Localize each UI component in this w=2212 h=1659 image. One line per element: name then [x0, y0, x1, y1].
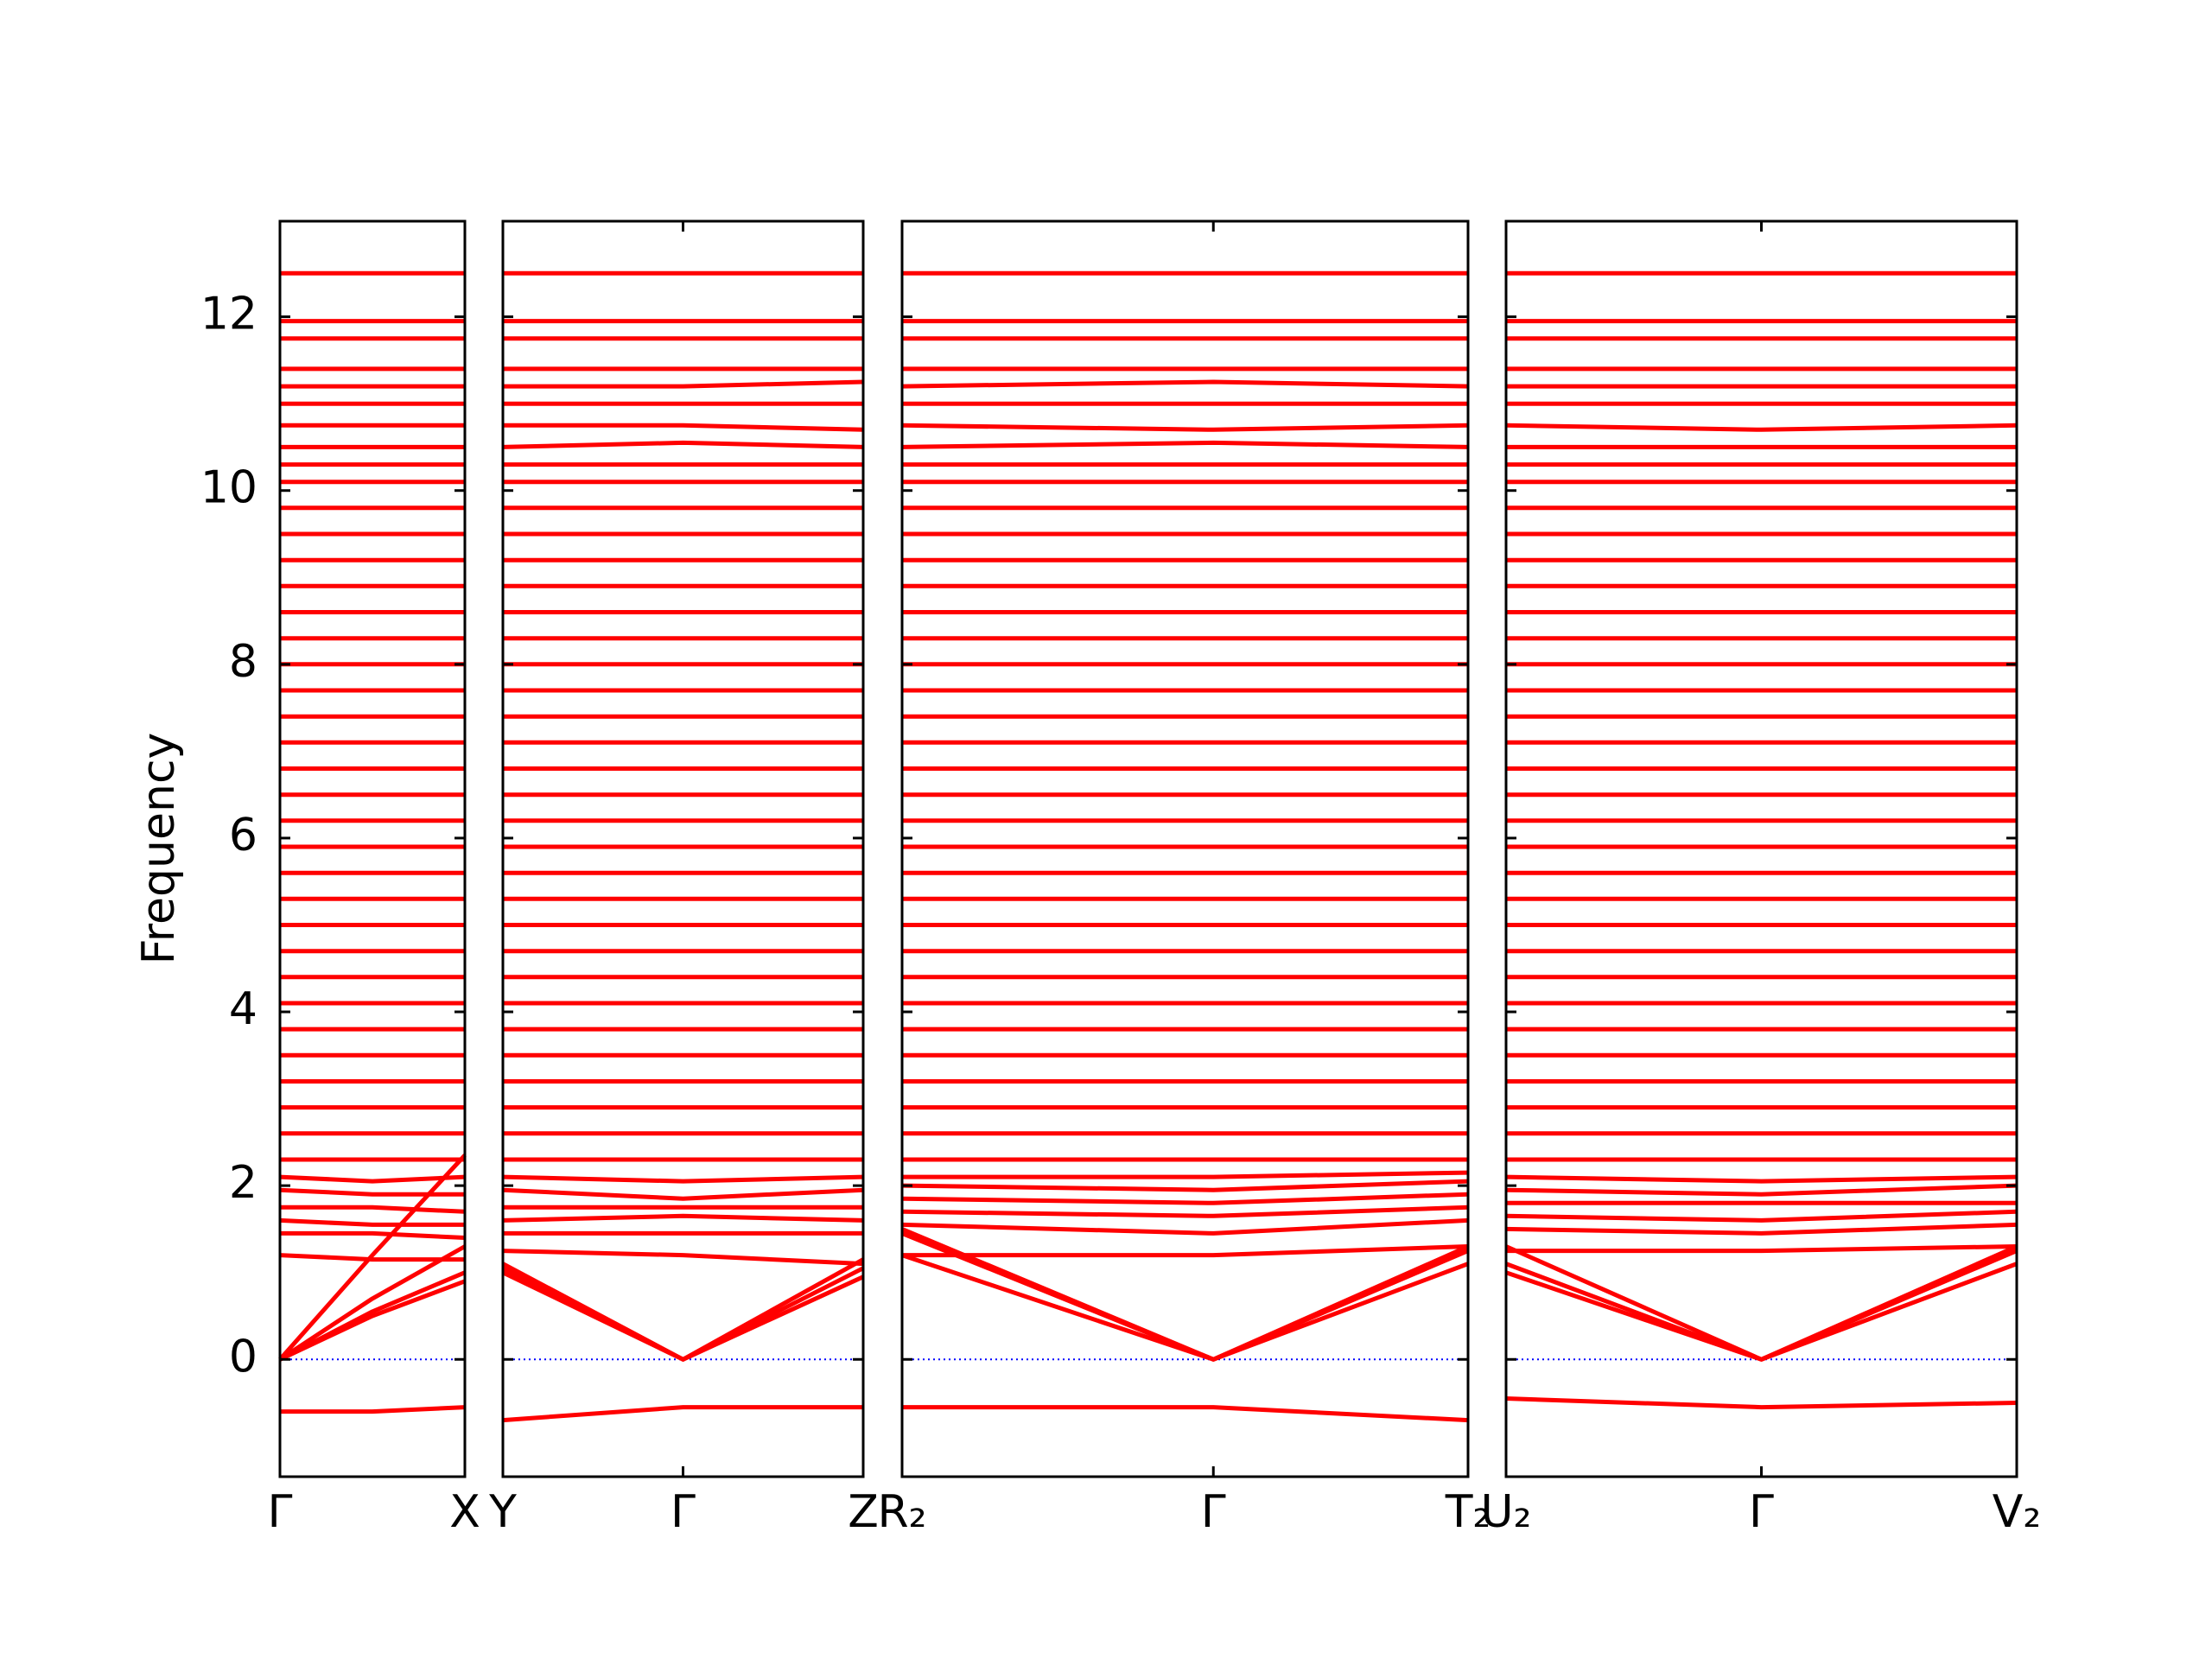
band — [901, 423, 1469, 432]
band — [1505, 1183, 2018, 1197]
x-tick-label: Γ — [1201, 1486, 1226, 1538]
band — [502, 1213, 864, 1223]
band — [501, 1257, 865, 1362]
panel-frame — [501, 219, 865, 1478]
band — [1505, 1244, 2018, 1362]
band — [901, 1205, 1469, 1218]
band — [901, 1192, 1469, 1205]
band — [901, 440, 1469, 449]
band — [279, 1187, 465, 1197]
y-tick-label: 8 — [229, 636, 257, 688]
x-tick-label: Z — [848, 1486, 879, 1538]
band — [501, 1270, 865, 1362]
panel-frame — [278, 219, 467, 1478]
band — [1505, 1209, 2018, 1223]
band — [901, 379, 1469, 389]
band — [1505, 1222, 2018, 1236]
band — [280, 1205, 466, 1214]
y-axis-label: Frequency — [133, 733, 185, 965]
y-tick-label: 6 — [229, 810, 257, 861]
band — [279, 1253, 465, 1262]
y-tick-label: 0 — [229, 1331, 257, 1382]
x-tick-label: T₂ — [1445, 1486, 1491, 1538]
x-tick-label: Γ — [268, 1486, 293, 1538]
band — [1505, 1174, 2018, 1184]
panel-frame — [900, 219, 1470, 1478]
band — [279, 1217, 465, 1227]
y-tick-label: 4 — [229, 983, 257, 1035]
band — [901, 1179, 1469, 1192]
y-tick-label: 2 — [229, 1157, 257, 1209]
band — [279, 1174, 466, 1184]
band — [502, 1405, 863, 1423]
band — [1505, 423, 2018, 432]
band — [901, 1244, 1470, 1362]
y-tick-label: 12 — [200, 289, 257, 340]
band — [902, 1170, 1469, 1179]
band — [1505, 1396, 2018, 1410]
x-tick-label: R₂ — [878, 1486, 927, 1538]
band — [278, 1270, 466, 1362]
panel-frame — [1504, 219, 2018, 1478]
band — [901, 1217, 1469, 1236]
band — [278, 1244, 467, 1362]
band — [501, 1266, 865, 1362]
y-tick-label: 10 — [200, 462, 257, 514]
band — [1504, 1244, 2018, 1362]
x-tick-label: Γ — [1749, 1486, 1774, 1538]
band — [503, 379, 864, 389]
band — [280, 1230, 466, 1240]
band — [503, 423, 864, 432]
x-tick-label: U₂ — [1481, 1486, 1532, 1538]
x-tick-label: Γ — [671, 1486, 696, 1538]
band — [280, 1405, 466, 1414]
x-tick-label: V₂ — [1993, 1486, 2041, 1538]
band — [278, 1279, 466, 1362]
band — [502, 1174, 864, 1184]
x-tick-label: X — [449, 1486, 480, 1538]
band — [502, 440, 864, 449]
band — [1506, 1244, 2018, 1254]
band — [902, 1405, 1469, 1423]
x-tick-label: Y — [488, 1486, 517, 1538]
band — [278, 1154, 467, 1361]
band — [502, 1187, 864, 1201]
band — [502, 1249, 864, 1267]
band — [902, 1244, 1469, 1258]
